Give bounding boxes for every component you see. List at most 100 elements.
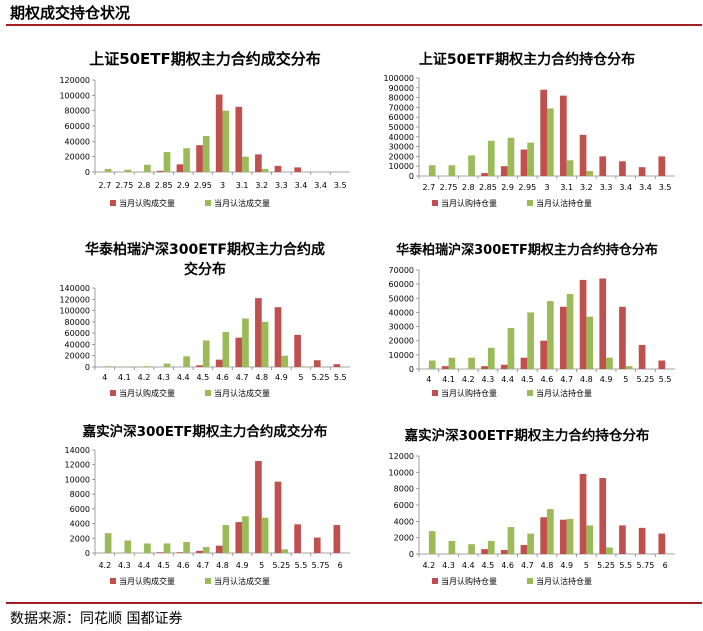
call-bar <box>500 549 508 554</box>
x-tick-label: 4.8 <box>255 373 268 382</box>
chart-sse50-open-interest: 上证50ETF期权主力合约持仓分布 0 10000 20000 30000 40000 50… <box>377 44 677 216</box>
chart-title: 嘉实沪深300ETF期权主力合约成交分布 <box>82 423 328 440</box>
y-tick-label: 70000 <box>389 266 414 275</box>
put-bar <box>487 140 495 176</box>
x-tick-label: 4 <box>426 375 431 384</box>
put-bar <box>144 366 151 367</box>
x-tick-label: 3.2 <box>255 181 268 190</box>
y-tick-label: 80000 <box>65 318 90 327</box>
chart-harvest300-open-interest: 嘉实沪深300ETF期权主力合约持仓分布 0 2000 4000 6000 8000 100… <box>377 418 677 590</box>
put-bar <box>547 301 554 369</box>
x-tick-label: 4.6 <box>216 373 229 382</box>
x-tick-label: 4.2 <box>138 373 151 382</box>
call-bar <box>215 359 223 367</box>
call-bar <box>274 481 282 553</box>
y-tick-label: 100000 <box>59 91 90 100</box>
put-bar <box>202 135 210 172</box>
x-tick-label: 5 <box>584 561 589 570</box>
y-tick-label: 90000 <box>389 84 414 93</box>
x-tick-label: 3.4 <box>619 183 632 192</box>
put-bar <box>261 321 269 367</box>
call-bar <box>520 545 528 554</box>
chart-title: 上证50ETF期权主力合约持仓分布 <box>419 51 635 68</box>
put-bar <box>242 516 249 553</box>
call-bar <box>599 278 607 369</box>
put-bar <box>448 540 456 554</box>
x-tick-label: 4.5 <box>197 373 210 382</box>
x-tick-label: 2.7 <box>422 183 435 192</box>
y-tick-label: 10000 <box>389 162 414 171</box>
y-tick-label: 12000 <box>65 461 90 470</box>
chart-svg: 华泰柏瑞沪深300ETF期权主力合约持仓分布 0 10000 20000 30000 40… <box>389 242 675 398</box>
put-bar <box>300 366 308 367</box>
call-bar <box>274 165 282 172</box>
y-tick-label: 0 <box>85 168 90 177</box>
call-bar <box>255 461 262 553</box>
put-bar <box>202 340 210 367</box>
legend-swatch-put <box>527 578 533 584</box>
call-bar <box>196 365 203 367</box>
put-bar <box>222 110 230 172</box>
chart-svg: 上证50ETF期权主力合约持仓分布 01000020000300004000050… <box>383 51 675 208</box>
legend-label-put: 当月认沽持仓量 <box>536 576 592 586</box>
put-bar <box>428 360 436 369</box>
call-bar <box>333 525 341 553</box>
legend-label-put: 当月认沽持仓量 <box>536 388 592 398</box>
put-bar <box>507 327 515 369</box>
y-tick-label: 10000 <box>389 468 414 477</box>
x-tick-label: 2.8 <box>138 181 151 190</box>
x-tick-label: 2.75 <box>440 183 458 192</box>
legend-swatch-call <box>110 200 116 206</box>
legend-label-call: 当月认购成交量 <box>119 198 175 208</box>
y-tick-label: 120000 <box>59 295 90 304</box>
x-tick-label: 4.7 <box>236 373 249 382</box>
y-tick-label: 12000 <box>389 452 414 461</box>
y-tick-label: 60000 <box>65 329 90 338</box>
legend-label-put: 当月认沽成交量 <box>214 388 270 398</box>
put-bar <box>104 366 112 367</box>
x-tick-label: 2.75 <box>116 181 134 190</box>
call-bar <box>333 364 341 367</box>
put-bar <box>566 160 574 176</box>
x-tick-label: 5.5 <box>334 373 347 382</box>
y-tick-label: 2000 <box>394 534 414 543</box>
y-tick-label: 0 <box>85 363 90 372</box>
x-tick-label: 5.25 <box>637 375 655 384</box>
put-bar <box>547 509 554 554</box>
call-bar <box>599 156 607 176</box>
y-tick-label: 120000 <box>59 76 90 85</box>
x-tick-label: 3 <box>544 183 549 192</box>
y-tick-label: 20000 <box>65 352 90 361</box>
bottom-rule <box>6 602 702 604</box>
put-bar <box>242 156 249 172</box>
call-bar <box>638 167 646 176</box>
x-tick-label: 3.4 <box>639 183 652 192</box>
y-tick-label: 80000 <box>389 94 414 103</box>
put-bar <box>202 547 210 553</box>
chart-title: 华泰柏瑞沪深300ETF期权主力合约成 <box>85 241 325 258</box>
legend-swatch-put <box>527 200 533 206</box>
chart-svg: 嘉实沪深300ETF期权主力合约持仓分布 0 2000 4000 6000 8000 100… <box>389 427 675 586</box>
x-tick-label: 4.2 <box>462 375 475 384</box>
y-tick-label: 40000 <box>389 308 414 317</box>
legend-swatch-call <box>432 200 438 206</box>
chart-huatai300-volume: 华泰柏瑞沪深300ETF期权主力合约成 交分布 0 20000 40000 60000 80… <box>55 234 355 406</box>
put-bar <box>428 165 436 176</box>
legend-swatch-call <box>110 578 116 584</box>
y-tick-label: 2000 <box>70 534 90 543</box>
chart-huatai300-open-interest: 华泰柏瑞沪深300ETF期权主力合约持仓分布 0 10000 20000 30000 40… <box>377 234 677 406</box>
call-bar <box>638 344 646 369</box>
y-tick-label: 10000 <box>389 351 414 360</box>
call-bar <box>658 533 666 554</box>
x-tick-label: 3.5 <box>659 183 672 192</box>
call-bar <box>441 366 449 369</box>
y-tick-label: 8000 <box>70 490 90 499</box>
x-tick-label: 4 <box>102 373 107 382</box>
y-tick-label: 100000 <box>59 307 90 316</box>
call-bar <box>638 527 646 554</box>
x-tick-label: 4.8 <box>580 375 593 384</box>
y-tick-label: 20000 <box>389 337 414 346</box>
legend-swatch-put <box>205 578 211 584</box>
y-tick-label: 0 <box>409 172 414 181</box>
x-tick-label: 4.2 <box>422 561 435 570</box>
